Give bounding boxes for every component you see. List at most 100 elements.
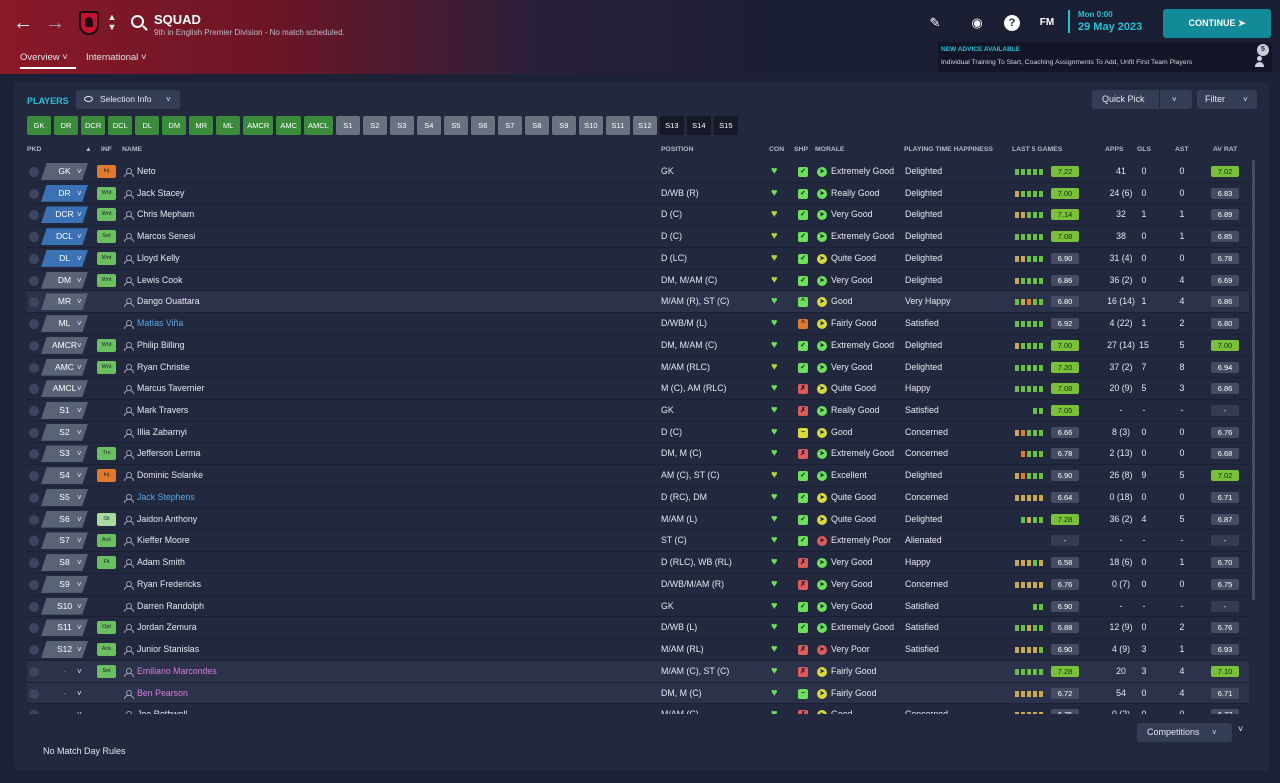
advice-panel[interactable]: NEW ADVICE AVAILABLE Individual Training… xyxy=(938,42,1272,72)
row-select-circle[interactable] xyxy=(29,449,39,460)
position-filter-dcr[interactable]: DCR xyxy=(81,116,106,135)
position-selector[interactable]: S6 xyxy=(41,510,88,528)
player-name[interactable]: Philip Billing xyxy=(137,339,185,350)
position-selector[interactable]: MR xyxy=(41,293,88,311)
position-filter-dm[interactable]: DM xyxy=(162,116,187,135)
table-row[interactable]: DCL ˅ Set Marcos Senesi D (C) ♥ ✓ ➤ Extremely Go… xyxy=(27,226,1249,248)
col-position[interactable]: POSITION xyxy=(661,146,694,153)
chevron-down-icon[interactable]: ˅ xyxy=(77,601,82,611)
player-name[interactable]: Jordan Zemura xyxy=(137,622,197,633)
player-name[interactable]: Jaidon Anthony xyxy=(137,513,198,524)
position-selector[interactable]: GK xyxy=(41,163,88,180)
table-row[interactable]: S10 ˅ Darren Randolph GK ♥ ✓ ➤ Very Good Satisfi… xyxy=(27,596,1249,618)
table-row[interactable]: S7 ˅ Ack Kieffer Moore ST (C) ♥ ✓ ➤ Extremely Po… xyxy=(27,530,1249,553)
info-badge[interactable]: Ack xyxy=(97,534,116,548)
info-badge[interactable]: Trn xyxy=(97,447,116,461)
player-name[interactable]: Emiliano Marcondes xyxy=(137,665,217,676)
position-filter-gk[interactable]: GK xyxy=(27,116,51,135)
table-row[interactable]: S6 ˅ Slt Jaidon Anthony M/AM (L) ♥ ✓ ➤ Quite Goo… xyxy=(27,509,1249,531)
chevron-down-icon[interactable]: ˅ xyxy=(1238,724,1244,734)
position-selector[interactable]: S8 xyxy=(41,554,88,572)
chevron-down-icon[interactable]: ˅ xyxy=(77,579,82,589)
position-selector[interactable]: S10 xyxy=(41,597,88,615)
position-filter-s7[interactable]: S7 xyxy=(497,116,522,135)
chevron-down-icon[interactable]: ˅ xyxy=(77,210,82,220)
tab-international[interactable]: International ˅ xyxy=(86,51,147,69)
chevron-down-icon[interactable]: ˅ xyxy=(77,188,82,198)
col-last5[interactable]: LAST 5 GAMES xyxy=(1012,146,1063,153)
position-filter-s12[interactable]: S12 xyxy=(632,116,657,135)
row-select-circle[interactable] xyxy=(29,384,39,395)
date-display[interactable]: Mon 0:00 29 May 2023 xyxy=(1068,10,1142,33)
row-select-circle[interactable] xyxy=(29,536,39,547)
chevron-down-icon[interactable]: ˅ xyxy=(77,688,82,698)
info-badge[interactable]: Ack xyxy=(97,643,116,657)
info-badge[interactable]: Set xyxy=(97,664,116,678)
position-filter-amc[interactable]: AMC xyxy=(276,116,302,135)
info-badge[interactable]: Opt xyxy=(97,621,116,635)
chevron-down-icon[interactable]: ˅ xyxy=(77,704,82,714)
chevron-down-icon[interactable]: ˅ xyxy=(77,406,82,416)
position-filter-s11[interactable]: S11 xyxy=(605,116,630,135)
player-name[interactable]: Jack Stephens xyxy=(137,491,195,502)
position-filter-s5[interactable]: S5 xyxy=(443,116,468,135)
position-selector[interactable]: S5 xyxy=(41,488,88,506)
fm-logo[interactable]: FM xyxy=(1039,17,1055,28)
row-select-circle[interactable] xyxy=(29,471,39,482)
col-pkd[interactable]: PKD xyxy=(27,146,42,153)
table-row[interactable]: S5 ˅ Jack Stephens D (RC), DM ♥ ✓ ➤ Quite Good C… xyxy=(27,487,1249,509)
position-selector[interactable]: S7 xyxy=(41,532,88,550)
player-name[interactable]: Dango Ouattara xyxy=(137,296,200,307)
position-selector[interactable]: - xyxy=(41,706,88,714)
player-name[interactable]: Dominic Solanke xyxy=(137,470,204,481)
position-filter-amcl[interactable]: AMCL xyxy=(304,116,333,135)
table-row[interactable]: S8 ˅ Fit Adam Smith D (RLC), WB (RL) ♥ ✗ ➤ Very … xyxy=(27,552,1249,574)
chevron-down-icon[interactable]: ˅ xyxy=(77,471,82,481)
col-shp[interactable]: SHP xyxy=(794,146,808,153)
selection-info-button[interactable]: Selection Info ˅ xyxy=(76,90,180,109)
chevron-down-icon[interactable]: ˅ xyxy=(77,449,82,459)
table-row[interactable]: GK ˅ Inj Neto GK ♥ ✓ ➤ Extremely Good Delighted 7.… xyxy=(27,161,1249,183)
player-name[interactable]: Mark Travers xyxy=(137,405,189,416)
filter-button[interactable]: Filter ˅ xyxy=(1197,90,1257,109)
tab-overview[interactable]: Overview ˅ xyxy=(20,51,76,69)
table-row[interactable]: DR ˅ Wnt Jack Stacey D/WB (R) ♥ ✓ ➤ Really Good D… xyxy=(27,183,1249,205)
position-selector[interactable]: S12 xyxy=(41,641,88,659)
table-row[interactable]: ML ˅ Matías Viña D/WB/M (L) ♥ ^ ➤ Fairly Good Sa… xyxy=(27,313,1249,335)
match-day-rules-label[interactable]: No Match Day Rules xyxy=(43,746,126,756)
position-filter-s4[interactable]: S4 xyxy=(416,116,441,135)
player-name[interactable]: Adam Smith xyxy=(137,557,185,568)
info-badge[interactable]: Wnt xyxy=(97,360,116,374)
position-filter-s9[interactable]: S9 xyxy=(551,116,576,135)
position-selector[interactable]: S2 xyxy=(41,423,88,441)
table-row[interactable]: S11 ˅ Opt Jordan Zemura D/WB (L) ♥ ✓ ➤ Extremely… xyxy=(27,617,1249,640)
position-filter-s10[interactable]: S10 xyxy=(578,116,603,135)
info-badge[interactable]: Set xyxy=(97,230,116,244)
position-filter-s3[interactable]: S3 xyxy=(389,116,414,135)
row-select-circle[interactable] xyxy=(29,406,39,417)
row-select-circle[interactable] xyxy=(29,167,39,177)
chevron-down-icon[interactable]: ˅ xyxy=(77,297,82,307)
table-scrollbar[interactable] xyxy=(1252,160,1255,600)
info-badge[interactable]: Wnt xyxy=(97,273,116,287)
position-selector[interactable]: S9 xyxy=(41,575,88,593)
row-select-circle[interactable] xyxy=(29,558,39,569)
chevron-down-icon[interactable]: ˅ xyxy=(77,232,82,242)
row-select-circle[interactable] xyxy=(29,601,39,612)
position-selector[interactable]: DCL xyxy=(41,228,88,246)
position-filter-s8[interactable]: S8 xyxy=(524,116,549,135)
chevron-down-icon[interactable]: ˅ xyxy=(77,319,82,329)
chevron-down-icon[interactable]: ˅ xyxy=(1172,95,1177,104)
row-select-circle[interactable] xyxy=(29,710,39,714)
position-filter-dr[interactable]: DR xyxy=(54,116,78,135)
col-apps[interactable]: APPS xyxy=(1105,146,1124,153)
position-filter-dcl[interactable]: DCL xyxy=(108,116,133,135)
player-name[interactable]: Lewis Cook xyxy=(137,274,183,285)
info-badge[interactable]: Wnt xyxy=(97,338,116,352)
help-icon[interactable]: ? xyxy=(1004,15,1020,31)
continue-button[interactable]: CONTINUE ➤ xyxy=(1163,9,1271,38)
player-name[interactable]: Lloyd Kelly xyxy=(137,252,180,263)
position-selector[interactable]: ML xyxy=(41,315,88,333)
player-name[interactable]: Ryan Christie xyxy=(137,361,190,372)
col-ast[interactable]: AST xyxy=(1175,146,1189,153)
